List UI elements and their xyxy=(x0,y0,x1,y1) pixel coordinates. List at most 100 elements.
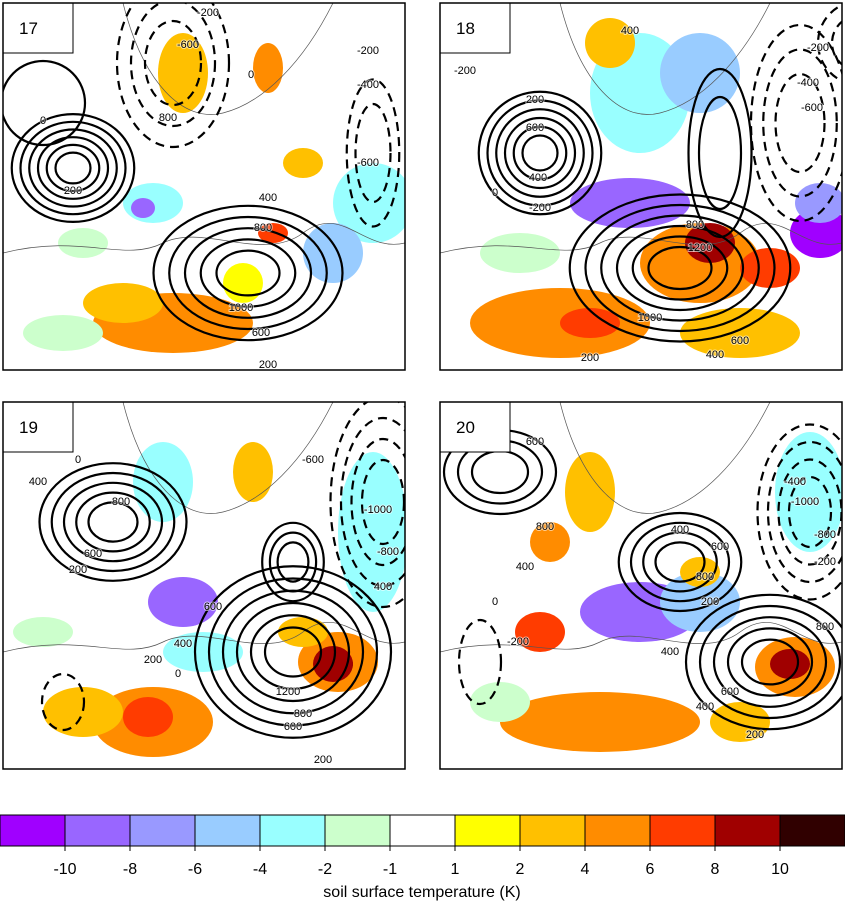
contour-label: 0 xyxy=(248,69,254,81)
contour-label: -400 xyxy=(784,476,806,488)
contour-label: -200 xyxy=(814,556,836,568)
colorbar-swatch xyxy=(650,815,715,846)
colorbar-swatch xyxy=(65,815,130,846)
contour-label: 600 xyxy=(284,721,302,733)
contour-label: 800 xyxy=(696,571,714,583)
temperature-patch xyxy=(233,442,273,502)
contour-label: 600 xyxy=(721,686,739,698)
contour-label: 800 xyxy=(254,222,272,234)
contour-label: 1200 xyxy=(276,686,300,698)
map-panel: 06008004000-200400600800200-400-1000-800… xyxy=(440,402,845,769)
panel-label-box xyxy=(3,3,73,53)
contour xyxy=(40,463,187,581)
panel-label-box xyxy=(440,3,510,53)
contour-label: 400 xyxy=(661,646,679,658)
contour-label: -600 xyxy=(801,102,823,114)
contour-label: 200 xyxy=(746,729,764,741)
colorbar-tick-label: -2 xyxy=(318,861,332,878)
contour-label: 400 xyxy=(671,524,689,536)
contour-label: 200 xyxy=(64,185,82,197)
colorbar-swatch xyxy=(585,815,650,846)
temperature-patch xyxy=(470,682,530,722)
contour xyxy=(1,61,85,145)
contour-label: 400 xyxy=(259,192,277,204)
colorbar-swatch xyxy=(325,815,390,846)
temperature-patch xyxy=(83,283,163,323)
contour-label: 0 xyxy=(175,668,181,680)
temperature-patch xyxy=(795,183,845,223)
colorbar-tick-label: -4 xyxy=(253,861,267,878)
colorbar-tick-label: 6 xyxy=(646,861,655,878)
temperature-patch xyxy=(223,263,263,303)
contour-label: 600 xyxy=(204,601,222,613)
colorbar-swatch xyxy=(780,815,845,846)
colorbar-swatch xyxy=(130,815,195,846)
contour-label: 600 xyxy=(526,436,544,448)
colorbar-tick-label: 8 xyxy=(711,861,720,878)
contour-label: 400 xyxy=(29,476,47,488)
colorbar-tick-label: -8 xyxy=(123,861,137,878)
contour-label: -600 xyxy=(302,454,324,466)
contour-label: -400 xyxy=(357,79,379,91)
contour-label: 200 xyxy=(144,654,162,666)
map-content: -200400-200-400-6002006004000-2008001200… xyxy=(440,1,845,364)
colorbar-swatch xyxy=(260,815,325,846)
contour-label: 800 xyxy=(816,621,834,633)
contour-label: -400 xyxy=(797,77,819,89)
contour-label: 600 xyxy=(731,335,749,347)
contour-label: 400 xyxy=(706,349,724,361)
contour xyxy=(21,122,126,214)
temperature-patch xyxy=(565,452,615,532)
contour-label: 0 xyxy=(492,596,498,608)
contour xyxy=(832,15,845,71)
contour-label: 1200 xyxy=(688,242,712,254)
temperature-patch xyxy=(500,692,700,752)
contour-label: -1000 xyxy=(791,496,819,508)
panel-label: 20 xyxy=(456,418,475,437)
colorbar-tick-label: 1 xyxy=(451,861,460,878)
contour-label: -200 xyxy=(807,42,829,54)
contour-label: -200 xyxy=(529,202,551,214)
contour-label: 400 xyxy=(621,25,639,37)
map-content: -200-6000-400-200800-6000200400800100060… xyxy=(1,0,413,371)
contour-label: 800 xyxy=(159,112,177,124)
temperature-patch xyxy=(123,697,173,737)
panel-label: 17 xyxy=(19,19,38,38)
contour xyxy=(523,136,558,171)
contour-label: -600 xyxy=(357,157,379,169)
map-content: 06008004000-200400600800200-400-1000-800… xyxy=(440,402,845,752)
panel-label: 18 xyxy=(456,19,475,38)
contour-label: -1000 xyxy=(364,504,392,516)
contour-label: 200 xyxy=(69,564,87,576)
contour-label: 800 xyxy=(686,219,704,231)
contour-label: 400 xyxy=(516,561,534,573)
contour-label: 200 xyxy=(259,359,277,371)
contour-label: 600 xyxy=(711,541,729,553)
contour xyxy=(52,473,175,571)
contour-label: -800 xyxy=(377,546,399,558)
contour-label: 200 xyxy=(526,94,544,106)
temperature-patch xyxy=(283,148,323,178)
contour-label: 600 xyxy=(84,548,102,560)
contour-label: -600 xyxy=(177,39,199,51)
contour-label: 1000 xyxy=(638,312,662,324)
colorbar-tick-label: 4 xyxy=(581,861,590,878)
colorbar-swatch xyxy=(520,815,585,846)
contour xyxy=(89,502,138,541)
contour xyxy=(64,483,162,561)
contour-label: 800 xyxy=(112,496,130,508)
temperature-patch xyxy=(58,228,108,258)
temperature-patch xyxy=(23,315,103,351)
panel-label-box xyxy=(440,402,510,452)
colorbar-tick-label: 10 xyxy=(771,861,789,878)
contour-label: 0 xyxy=(75,454,81,466)
colorbar-tick-label: 2 xyxy=(516,861,525,878)
contour xyxy=(472,451,528,493)
temperature-patch xyxy=(13,617,73,647)
contour-label: 400 xyxy=(696,701,714,713)
temperature-patch xyxy=(480,233,560,273)
colorbar-tick-label: -6 xyxy=(188,861,202,878)
colorbar-title: soil surface temperature (K) xyxy=(323,884,520,901)
map-panel: -200400-200-400-6002006004000-2008001200… xyxy=(440,1,845,370)
contour-label: 800 xyxy=(294,708,312,720)
